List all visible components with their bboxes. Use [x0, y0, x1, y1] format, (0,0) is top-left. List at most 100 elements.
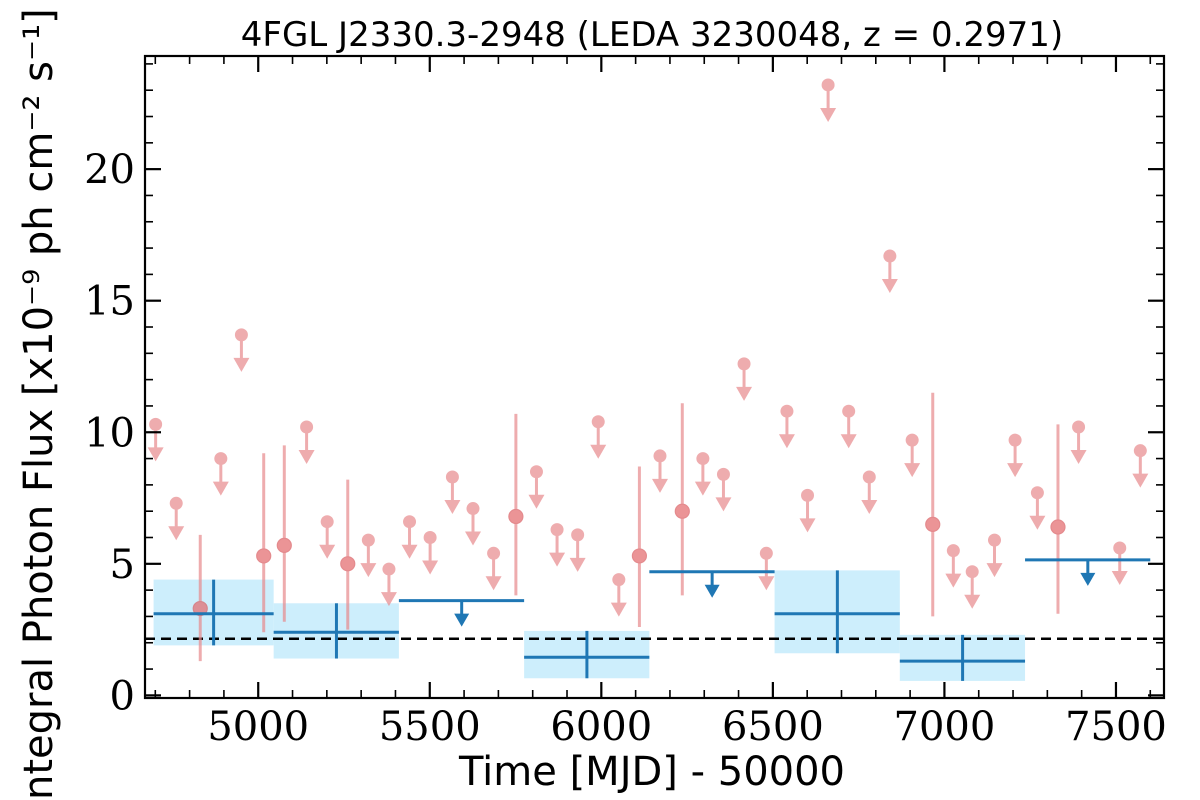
short-bin-detections	[192, 392, 1066, 662]
upper-limit-marker	[233, 328, 250, 372]
upper-limit-arrow	[820, 107, 837, 122]
detection-marker	[340, 479, 356, 630]
upper-limit-arrow	[715, 497, 732, 512]
upper-limit-marker	[444, 470, 461, 514]
upper-limit-arrow	[454, 613, 470, 627]
upper-limit-marker	[298, 420, 315, 464]
upper-limit-arrow	[147, 447, 164, 462]
upper-limit-arrow	[881, 278, 898, 293]
data-point	[1113, 541, 1127, 555]
x-tick-label: 7500	[1065, 704, 1167, 750]
data-point	[423, 531, 437, 544]
upper-limit-marker	[401, 515, 418, 559]
data-point	[1072, 420, 1086, 434]
upper-limit-marker	[1132, 444, 1149, 488]
upper-limit-arrow	[360, 563, 377, 578]
data-point	[403, 515, 417, 529]
data-point	[487, 546, 501, 560]
upper-limit-arrow	[840, 434, 857, 449]
long-bin-detection	[524, 630, 650, 679]
plot-background	[145, 56, 1164, 698]
upper-limit-marker	[212, 452, 229, 496]
data-point	[965, 565, 979, 579]
upper-limit-marker	[799, 488, 816, 533]
upper-limit-marker	[360, 533, 377, 578]
upper-limit-arrow	[485, 576, 502, 591]
upper-limit-marker	[422, 531, 439, 575]
upper-limit-marker	[147, 417, 164, 462]
upper-limit-marker	[861, 470, 878, 514]
upper-limit-arrow	[986, 563, 1003, 578]
x-axis-ticks: 5000 5500 6000 6500 7000 7500	[154, 56, 1167, 750]
upper-limit-arrow	[945, 573, 962, 588]
upper-limit-marker	[1007, 433, 1024, 478]
data-point	[780, 404, 794, 418]
data-point	[320, 515, 334, 529]
data-point	[905, 433, 919, 447]
x-tick-label: 6000	[550, 704, 652, 750]
upper-limit-marker	[736, 357, 753, 401]
long-bin-detection	[899, 634, 1026, 681]
detection-marker	[925, 392, 941, 617]
detection-marker	[631, 466, 648, 627]
data-point	[300, 420, 314, 434]
data-point	[612, 573, 626, 587]
upper-limit-marker	[1029, 486, 1046, 530]
x-tick-label: 7000	[894, 704, 996, 750]
data-point	[925, 516, 941, 532]
upper-limit-marker	[168, 496, 185, 541]
upper-limit-marker	[319, 515, 336, 559]
short-bin-upper-limits	[147, 78, 1149, 617]
upper-limit-marker	[986, 533, 1003, 578]
upper-limit-arrow	[1070, 449, 1087, 464]
upper-limit-arrow	[549, 552, 566, 567]
upper-limit-marker	[569, 528, 586, 572]
upper-limit-arrow	[590, 444, 607, 459]
detection-marker	[1050, 424, 1066, 614]
upper-limit-arrow	[861, 499, 878, 514]
data-point	[361, 533, 375, 547]
upper-limit-marker	[904, 433, 921, 478]
upper-limit-marker	[840, 404, 857, 449]
upper-limit-arrow	[704, 584, 720, 598]
data-point	[445, 470, 459, 484]
y-axis-label: Integral Photon Flux [x10⁻⁹ ph cm⁻² s⁻¹]	[16, 8, 62, 800]
upper-limit-arrow	[778, 434, 795, 449]
upper-limit-arrow	[1111, 571, 1128, 586]
detection-marker	[256, 453, 272, 633]
upper-limit-arrow	[528, 494, 545, 509]
data-point	[737, 357, 751, 371]
plot-area	[145, 56, 1164, 698]
upper-limit-arrow	[651, 478, 668, 493]
long-bin-detection	[153, 579, 274, 646]
upper-limit-marker	[610, 573, 627, 617]
upper-limit-arrow	[298, 449, 315, 464]
data-point	[529, 465, 543, 479]
upper-limit-arrow	[964, 594, 981, 609]
y-tick-label: 15	[84, 279, 135, 325]
data-point	[821, 78, 835, 92]
data-point	[674, 503, 690, 519]
upper-limit-arrow	[758, 576, 775, 591]
y-tick-label: 20	[84, 147, 135, 193]
upper-limit-arrow	[319, 544, 336, 559]
detection-marker	[508, 413, 524, 596]
data-point	[631, 548, 648, 564]
upper-limit-arrow	[380, 592, 397, 607]
upper-limit-arrow	[904, 463, 921, 478]
data-point	[466, 502, 480, 516]
data-point	[214, 452, 228, 466]
upper-limit-marker	[1111, 541, 1128, 586]
data-point	[550, 523, 564, 537]
upper-limit-arrow	[694, 481, 711, 496]
data-point	[149, 417, 163, 431]
upper-limit-arrow	[1007, 463, 1024, 478]
chart-title: 4FGL J2330.3-2948 (LEDA 3230048, z = 0.2…	[241, 15, 1063, 55]
upper-limit-marker	[715, 467, 732, 512]
upper-limit-marker	[485, 546, 502, 591]
upper-limit-arrow	[444, 499, 461, 514]
long-bin-upper-limit	[649, 570, 775, 598]
data-point	[169, 496, 183, 510]
upper-limit-arrow	[168, 526, 185, 541]
upper-limit-marker	[758, 546, 775, 591]
